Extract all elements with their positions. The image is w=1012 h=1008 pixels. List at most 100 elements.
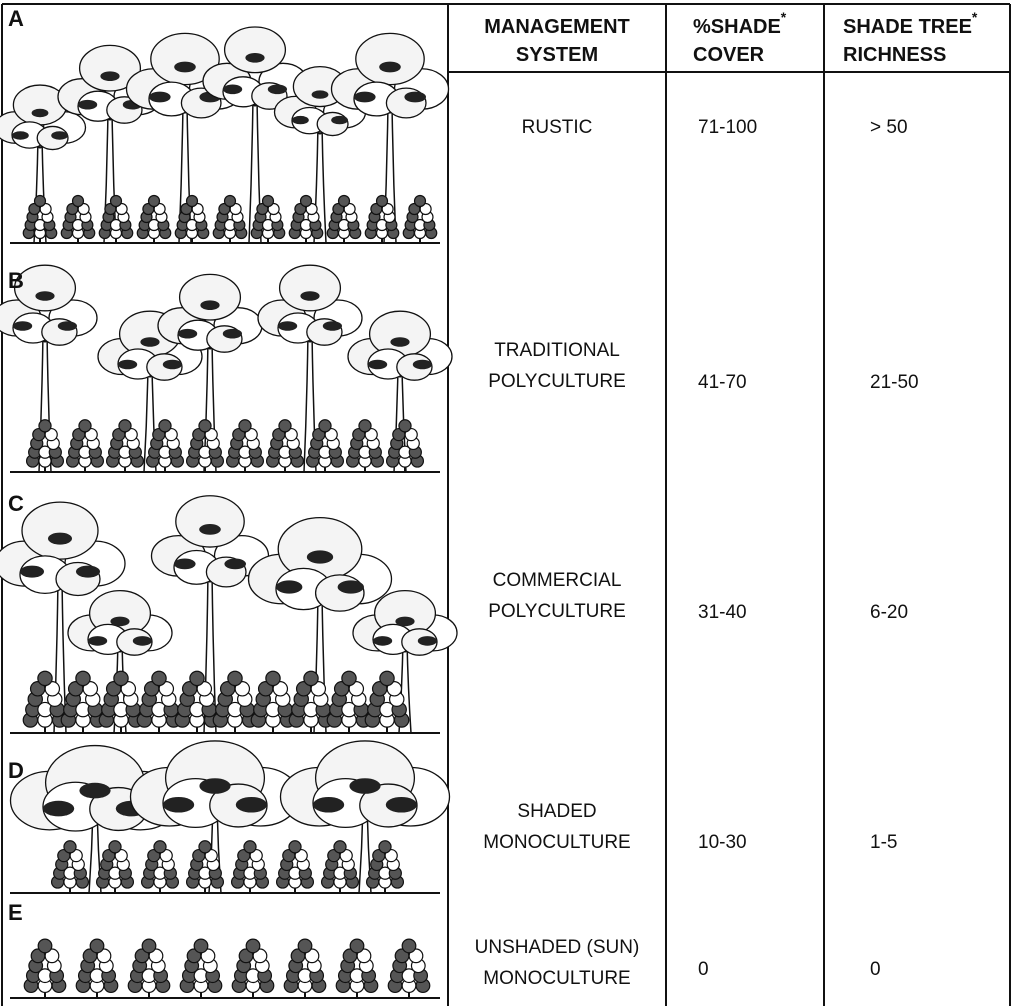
bush-leaf xyxy=(303,670,319,687)
header-line: RICHNESS xyxy=(843,44,946,66)
bush-leaf xyxy=(63,840,77,854)
canopy-shade xyxy=(306,550,334,564)
tree-canopy xyxy=(314,574,365,612)
coffee-bush xyxy=(275,840,315,893)
tree-richness: 0 xyxy=(870,959,881,980)
bush-leaf xyxy=(375,194,389,208)
bush-leaf xyxy=(304,948,320,964)
system-name: UNSHADED (SUN) xyxy=(475,937,640,958)
tree-canopy xyxy=(278,264,342,312)
coffee-bush xyxy=(60,670,106,733)
coffee-bush xyxy=(402,194,438,243)
canopy-shade xyxy=(412,359,432,370)
coffee-bush xyxy=(105,419,145,472)
shade-cover: 71-100 xyxy=(698,117,757,138)
panel-label: D xyxy=(8,758,24,783)
coffee-bush xyxy=(288,194,324,243)
bush-leaf xyxy=(318,419,332,433)
coffee-bush xyxy=(250,194,286,243)
bush-leaf xyxy=(44,681,61,697)
canopy-shade xyxy=(118,359,138,370)
bush-leaf xyxy=(379,670,395,687)
canopy-shade xyxy=(35,291,55,301)
system-name: MONOCULTURE xyxy=(483,968,630,989)
bush-leaf xyxy=(71,194,85,208)
bush-leaf xyxy=(348,681,365,697)
coffee-bush xyxy=(250,670,296,733)
canopy-shade xyxy=(379,61,401,73)
shade-tree xyxy=(257,264,363,473)
shade-cover: 41-70 xyxy=(698,372,747,393)
coffee-bush xyxy=(25,419,65,472)
coffee-bush xyxy=(50,840,90,893)
bush-leaf xyxy=(299,194,313,208)
system-name: POLYCULTURE xyxy=(488,601,626,622)
tree-canopy xyxy=(178,273,242,321)
column-header: MANAGEMENT xyxy=(484,16,630,38)
canopy-shade xyxy=(200,300,220,311)
coffee-bush xyxy=(364,194,400,243)
bush-leaf xyxy=(356,948,372,964)
tree-canopy xyxy=(368,310,432,358)
canopy-shade xyxy=(140,337,160,347)
shade-cover: 31-40 xyxy=(698,602,747,623)
bush-leaf xyxy=(147,194,161,208)
bush-leaf xyxy=(358,419,372,433)
shade-tree xyxy=(0,84,87,244)
canopy-shade xyxy=(385,796,417,813)
bush-leaf xyxy=(223,194,237,208)
bush-leaf xyxy=(141,938,157,954)
coffee-bush xyxy=(288,670,334,733)
coffee-bush xyxy=(140,840,180,893)
bush-leaf xyxy=(265,670,281,687)
bush-leaf xyxy=(272,681,289,697)
tree-canopy xyxy=(175,495,245,548)
canopy-shade xyxy=(278,321,298,331)
bush-leaf xyxy=(288,840,302,854)
coffee-bush xyxy=(23,938,67,998)
bush-leaf xyxy=(96,948,112,964)
canopy-shade xyxy=(313,796,345,813)
canopy-shade xyxy=(51,131,68,140)
bush-leaf xyxy=(261,194,275,208)
tree-richness: 1-5 xyxy=(870,832,897,853)
bush-leaf xyxy=(413,194,427,208)
canopy-shade xyxy=(76,565,100,578)
tree-canopy xyxy=(223,26,287,74)
coffee-bush xyxy=(364,670,410,733)
coffee-bush xyxy=(174,194,210,243)
canopy-shade xyxy=(223,84,243,95)
canopy-shade xyxy=(20,565,44,578)
bush-leaf xyxy=(243,840,257,854)
coffee-bush xyxy=(326,194,362,243)
bush-leaf xyxy=(44,948,60,964)
coffee-bush xyxy=(136,670,182,733)
coffee-bush xyxy=(326,670,372,733)
canopy-shade xyxy=(78,99,98,110)
footnote-mark: * xyxy=(781,9,787,25)
coffee-bush xyxy=(65,419,105,472)
canopy-shade xyxy=(48,532,72,545)
coffee-bush xyxy=(335,938,379,998)
bush-leaf xyxy=(200,948,216,964)
header-line: COVER xyxy=(693,44,765,66)
bush-leaf xyxy=(196,681,213,697)
tree-canopy xyxy=(316,111,349,137)
bush-leaf xyxy=(193,938,209,954)
canopy-shade xyxy=(354,91,376,103)
coffee-bush xyxy=(60,194,96,243)
system-name: RUSTIC xyxy=(522,117,593,138)
canopy-shade xyxy=(149,91,171,103)
coffee-bush xyxy=(305,419,345,472)
bush-leaf xyxy=(278,419,292,433)
canopy-shade xyxy=(224,558,246,570)
coffee-bush xyxy=(320,840,360,893)
bush-leaf xyxy=(227,670,243,687)
bush-leaf xyxy=(337,194,351,208)
canopy-shade xyxy=(132,636,152,646)
bush-leaf xyxy=(189,670,205,687)
canopy-shade xyxy=(100,71,120,81)
coffee-bush xyxy=(22,670,68,733)
coffee-bush xyxy=(75,938,119,998)
shade-tree xyxy=(129,740,301,894)
